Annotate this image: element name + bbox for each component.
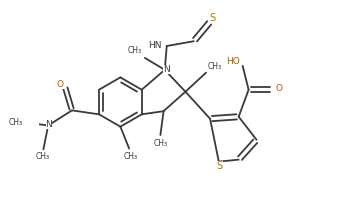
Text: HO: HO	[226, 57, 240, 66]
Text: CH₃: CH₃	[8, 118, 22, 127]
Text: N: N	[46, 120, 52, 129]
Text: S: S	[216, 161, 222, 171]
Text: N: N	[163, 65, 170, 74]
Text: O: O	[57, 80, 64, 89]
Text: CH₃: CH₃	[124, 152, 138, 162]
Text: CH₃: CH₃	[127, 46, 142, 55]
Text: CH₃: CH₃	[36, 152, 50, 162]
Text: CH₃: CH₃	[153, 139, 167, 148]
Text: CH₃: CH₃	[208, 62, 222, 71]
Text: S: S	[209, 13, 215, 23]
Text: O: O	[276, 84, 283, 93]
Text: HN: HN	[148, 41, 162, 50]
